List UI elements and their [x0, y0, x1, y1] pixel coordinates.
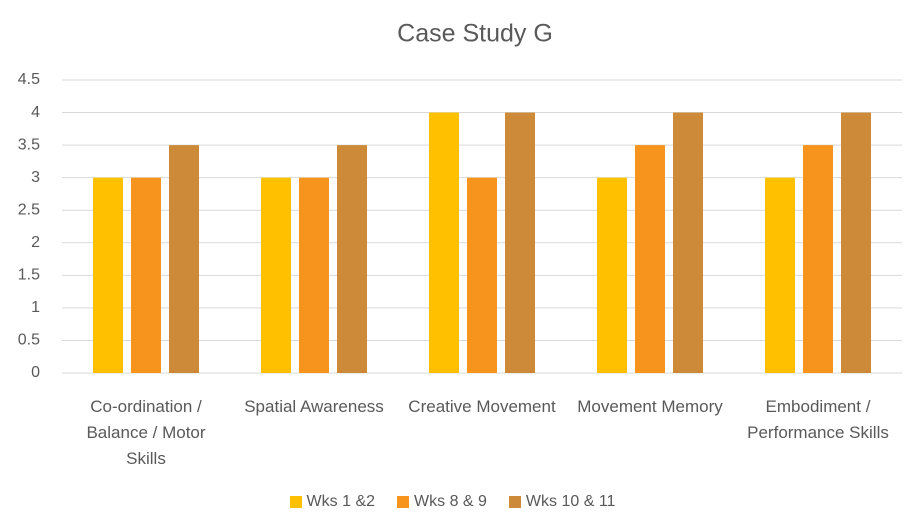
y-tick-label: 3 [31, 169, 40, 186]
legend-swatch [397, 496, 410, 508]
legend-item: Wks 8 & 9 [397, 493, 487, 511]
bar [841, 112, 871, 374]
y-tick-label: 0.5 [18, 332, 40, 349]
bar [261, 177, 291, 373]
chart-title: Case Study G [397, 20, 553, 48]
y-tick-label: 1.5 [18, 267, 40, 284]
y-tick-label: 4 [31, 104, 40, 121]
bar [673, 112, 703, 374]
bar [597, 177, 627, 373]
x-tick-label: Creative Movement [408, 397, 556, 416]
bar [169, 145, 199, 373]
bar [131, 177, 161, 373]
bar [803, 145, 833, 373]
x-tick-label: Co-ordination / Balance / Motor Skills [86, 397, 206, 468]
bar [635, 145, 665, 373]
legend-swatch [508, 496, 521, 508]
legend-swatch [289, 496, 302, 508]
legend-label: Wks 10 & 11 [525, 493, 616, 510]
x-tick-label: Movement Memory [577, 397, 723, 416]
bar [429, 112, 459, 374]
y-tick-label: 0 [31, 364, 40, 381]
y-tick-label: 2.5 [18, 201, 40, 218]
bar [467, 177, 497, 373]
legend-item: Wks 10 & 11 [508, 493, 616, 511]
bar [299, 177, 329, 373]
legend: Wks 1 &2 Wks 8 & 9 Wks 10 & 11 [0, 493, 905, 511]
legend-item: Wks 1 &2 [289, 493, 376, 511]
bar [765, 177, 795, 373]
y-tick-label: 1 [31, 299, 40, 316]
y-tick-label: 3.5 [18, 136, 40, 153]
legend-label: Wks 8 & 9 [414, 493, 487, 510]
legend-label: Wks 1 &2 [306, 493, 376, 510]
x-tick-label: Embodiment / Performance Skills [747, 397, 889, 442]
y-tick-label: 4.5 [18, 71, 40, 88]
x-tick-label: Spatial Awareness [244, 397, 384, 416]
bar [337, 145, 367, 373]
bar [93, 177, 123, 373]
bar [505, 112, 535, 374]
y-tick-label: 2 [31, 234, 40, 251]
